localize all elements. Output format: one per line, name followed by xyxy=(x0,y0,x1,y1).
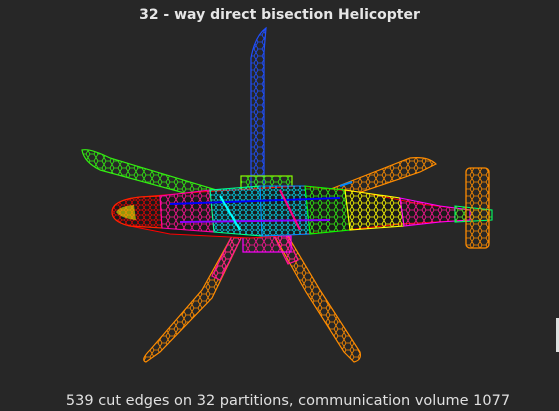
figure-caption: 539 cut edges on 32 partitions, communic… xyxy=(65,393,511,409)
rotor-blade-lower-left xyxy=(143,235,243,363)
edge-mark xyxy=(556,318,559,352)
tail-rotor xyxy=(465,167,490,249)
rotor-mast xyxy=(250,26,267,211)
fuselage xyxy=(111,181,493,239)
figure-title: 32 - way direct bisection Helicopter xyxy=(139,7,420,23)
